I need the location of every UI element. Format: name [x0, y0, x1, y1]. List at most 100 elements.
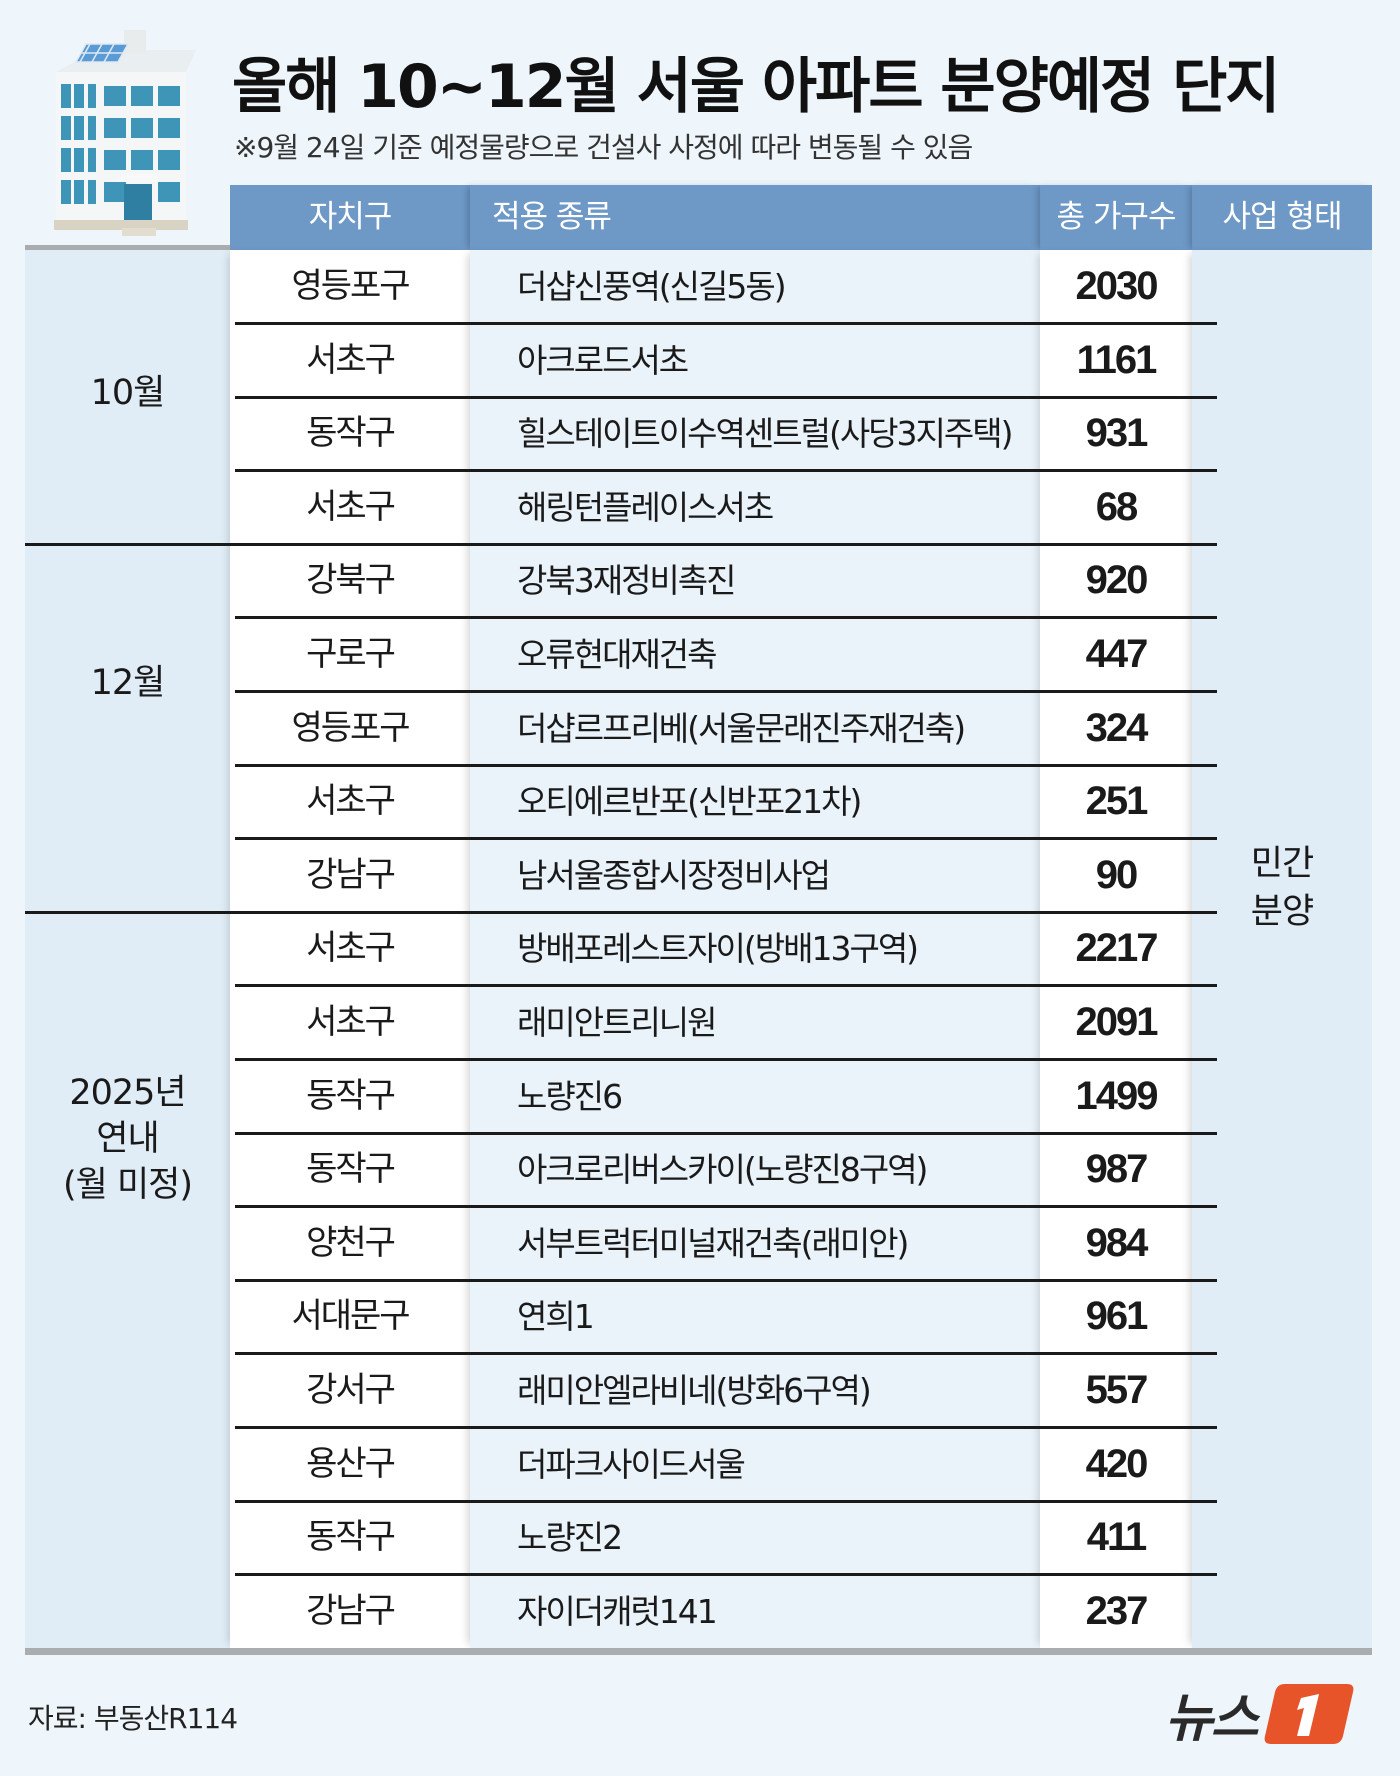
complex-cell: 해링턴플레이스서초	[517, 487, 774, 527]
group-label-line: 10월	[90, 373, 166, 413]
complex-cell: 자이더캐럿141	[517, 1591, 718, 1631]
table-row: 강서구 래미안엘라비네(방화6구역) 557	[235, 1354, 1217, 1428]
row-divider	[235, 1573, 1217, 1577]
table-body: 10월 12월 2025년 연내 (월 미정) 민간 분양 영등포구 더샵신풍역(…	[25, 250, 1372, 1648]
row-divider	[235, 616, 1217, 620]
business-type-column	[1192, 250, 1372, 1648]
table-row: 구로구 오류현대재건축 447	[235, 618, 1217, 692]
district-cell: 동작구	[306, 1149, 396, 1190]
row-divider	[235, 690, 1217, 693]
row-divider	[235, 763, 1217, 767]
complex-cell: 더파크사이드서울	[517, 1444, 746, 1484]
district-cell: 양천구	[306, 1222, 396, 1263]
table-row: 양천구 서부트럭터미널재건축(래미안) 984	[235, 1207, 1217, 1281]
group-label-line: 연내	[96, 1119, 159, 1159]
header-underline	[25, 245, 230, 251]
complex-cell: 오류현대재건축	[517, 635, 718, 674]
households-cell: 411	[1086, 1515, 1148, 1560]
district-cell: 강북구	[306, 560, 396, 601]
page-title: 올해 10~12월 서울 아파트 분양예정 단지	[232, 52, 1281, 122]
district-cell: 서초구	[306, 486, 396, 527]
table-row: 강남구 자이더캐럿141 237	[235, 1575, 1217, 1649]
table-row: 용산구 더파크사이드서울 420	[235, 1428, 1217, 1502]
business-type-label: 민간 분양	[1192, 840, 1372, 936]
row-divider	[235, 1131, 1217, 1135]
district-cell: 서초구	[306, 928, 396, 969]
households-cell: 447	[1085, 632, 1149, 676]
district-column	[230, 250, 470, 1648]
district-cell: 서초구	[306, 1002, 396, 1042]
group-label-december: 12월	[25, 660, 230, 706]
table-row: 영등포구 더샵르프리베(서울문래진주재건축) 324	[235, 692, 1217, 766]
households-cell: 2030	[1075, 264, 1159, 308]
row-divider	[235, 322, 1217, 325]
column-header-households: 총 가구수	[1040, 185, 1192, 250]
office-building-icon	[54, 30, 196, 236]
households-cell: 251	[1085, 779, 1149, 824]
row-divider	[235, 1058, 1217, 1061]
households-cell: 2217	[1075, 926, 1159, 971]
complex-cell: 노량진2	[517, 1518, 623, 1558]
district-cell: 용산구	[306, 1443, 396, 1484]
logo-badge-icon	[1264, 1684, 1354, 1744]
page-subtitle: ※9월 24일 기준 예정물량으로 건설사 사정에 따라 변동될 수 있음	[234, 131, 973, 164]
district-cell: 영등포구	[291, 707, 410, 748]
complex-cell: 더샵르프리베(서울문래진주재건축)	[517, 708, 966, 748]
complex-cell: 연희1	[517, 1297, 595, 1337]
households-cell: 90	[1095, 852, 1139, 897]
complex-cell: 방배포레스트자이(방배13구역)	[517, 929, 919, 969]
households-cell: 324	[1085, 705, 1149, 750]
row-divider	[235, 469, 1217, 473]
group-divider	[25, 910, 1217, 914]
row-divider	[235, 1499, 1217, 1503]
district-cell: 동작구	[306, 1075, 396, 1116]
district-cell: 강남구	[306, 854, 396, 895]
row-divider	[235, 837, 1217, 841]
news1-logo: 뉴스	[1165, 1678, 1355, 1749]
district-cell: 서대문구	[291, 1296, 410, 1337]
households-cell: 557	[1085, 1368, 1149, 1412]
group-label-2025: 2025년 연내 (월 미정)	[25, 1070, 230, 1208]
district-cell: 강남구	[306, 1590, 396, 1631]
district-cell: 영등포구	[291, 266, 410, 306]
households-cell: 1499	[1075, 1073, 1159, 1118]
complex-cell: 아크로리버스카이(노량진8구역)	[517, 1150, 928, 1190]
households-cell: 984	[1085, 1220, 1149, 1265]
households-cell: 931	[1085, 411, 1149, 456]
households-cell: 237	[1085, 1588, 1149, 1633]
group-divider	[25, 542, 1217, 546]
business-type-line: 민간	[1250, 844, 1314, 884]
district-cell: 동작구	[306, 1517, 396, 1558]
complex-cell: 오티에르반포(신반포21차)	[517, 782, 862, 822]
complex-cell: 강북3재정비촉진	[517, 561, 737, 601]
table-row: 강북구 강북3재정비촉진 920	[235, 544, 1217, 618]
complex-cell: 래미안엘라비네(방화6구역)	[517, 1371, 872, 1410]
complex-cell: 더샵신풍역(신길5동)	[517, 267, 787, 306]
group-label-line: (월 미정)	[62, 1165, 193, 1205]
district-cell: 동작구	[306, 413, 396, 454]
households-cell: 920	[1085, 558, 1149, 603]
table-row: 서초구 해링턴플레이스서초 68	[235, 471, 1217, 545]
complex-cell: 아크로드서초	[517, 340, 689, 380]
complex-column	[470, 250, 1040, 1648]
complex-cell: 남서울종합시장정비사업	[517, 855, 831, 895]
complex-cell: 힐스테이트이수역센트럴(사당3지주택)	[517, 414, 1014, 454]
row-divider	[235, 1352, 1217, 1356]
group-label-october: 10월	[25, 370, 230, 416]
households-cell: 961	[1085, 1294, 1149, 1339]
households-cell: 1161	[1076, 337, 1158, 382]
row-divider	[235, 984, 1217, 988]
district-cell: 서초구	[306, 339, 396, 380]
table-row: 서대문구 연희1 961	[235, 1280, 1217, 1354]
business-type-line: 분양	[1250, 892, 1314, 932]
district-cell: 서초구	[306, 781, 396, 822]
group-column	[25, 250, 230, 1648]
district-cell: 구로구	[306, 634, 396, 674]
table-row: 서초구 오티에르반포(신반포21차) 251	[235, 765, 1217, 839]
source-credit: 자료: 부동산R114	[28, 1702, 238, 1735]
district-cell: 강서구	[306, 1370, 396, 1410]
table-row: 동작구 아크로리버스카이(노량진8구역) 987	[235, 1133, 1217, 1207]
column-header-complex: 적용 종류	[470, 185, 1040, 250]
table-row: 서초구 아크로드서초 1161	[235, 324, 1217, 398]
table-bottom-bar	[25, 1648, 1372, 1655]
